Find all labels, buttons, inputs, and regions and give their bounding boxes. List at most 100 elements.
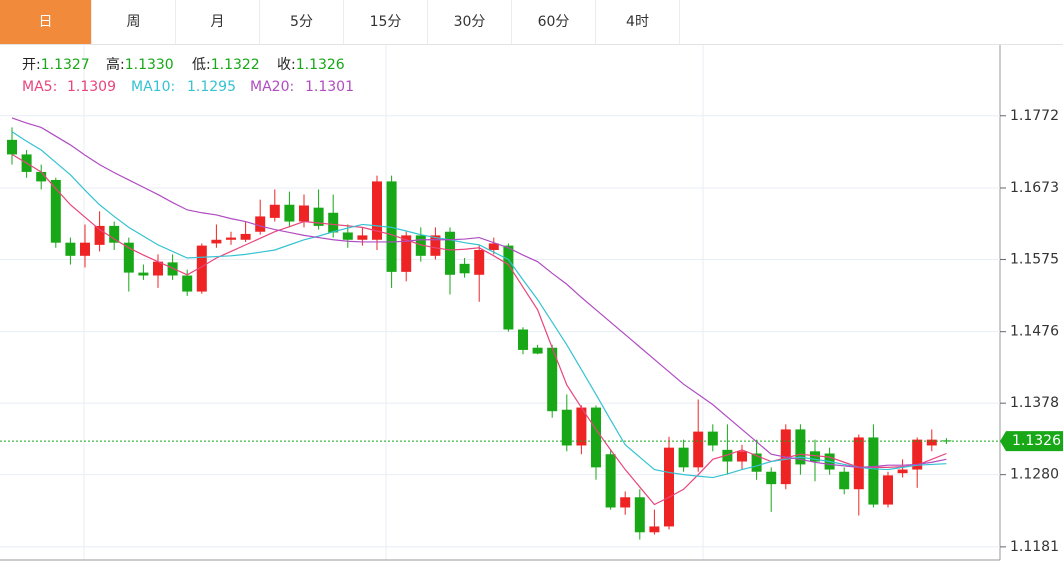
candle-body bbox=[795, 429, 806, 465]
ma-line bbox=[11, 153, 947, 506]
candle-body bbox=[664, 447, 674, 527]
candle-body bbox=[897, 469, 908, 474]
candle-body bbox=[737, 451, 747, 462]
y-tick-label: 1.1181 bbox=[1010, 539, 1059, 555]
candle-body bbox=[255, 216, 266, 232]
candle-body bbox=[284, 204, 295, 222]
candle-body bbox=[912, 439, 923, 470]
legend-value: 1.1309 bbox=[67, 79, 116, 95]
y-tick-label: 1.1476 bbox=[1010, 324, 1059, 340]
candle-body bbox=[634, 497, 645, 533]
candle-body bbox=[941, 440, 952, 442]
tab[interactable]: 30分 bbox=[428, 0, 512, 44]
candle-body bbox=[532, 347, 543, 354]
tab[interactable]: 日 bbox=[0, 0, 92, 44]
info-label: 收: bbox=[277, 57, 296, 73]
candle-body bbox=[386, 181, 397, 272]
candle-body bbox=[80, 242, 90, 256]
candle-body bbox=[693, 431, 704, 468]
candle-body bbox=[226, 237, 236, 240]
candle-body bbox=[372, 181, 382, 240]
info-value: 1.1322 bbox=[211, 57, 260, 73]
candle-body bbox=[138, 272, 149, 276]
candle-body bbox=[591, 407, 601, 468]
candle-body bbox=[430, 235, 441, 256]
candle-body bbox=[211, 239, 222, 244]
ohlc-info: 高:1.1330 bbox=[106, 56, 174, 73]
tab[interactable]: 60分 bbox=[512, 0, 596, 44]
info-label: 低: bbox=[192, 57, 211, 73]
tab[interactable]: 周 bbox=[92, 0, 176, 44]
y-tick-label: 1.1378 bbox=[1010, 395, 1059, 411]
candle-body bbox=[620, 497, 631, 508]
candle-body bbox=[518, 329, 528, 350]
candle-body bbox=[605, 454, 616, 508]
candle-body bbox=[123, 242, 134, 273]
candle-body bbox=[196, 245, 207, 292]
candle-body bbox=[299, 205, 309, 222]
tab[interactable]: 15分 bbox=[344, 0, 428, 44]
candle-body bbox=[561, 409, 572, 446]
y-tick-label: 1.1575 bbox=[1010, 251, 1059, 267]
y-tick-label: 1.1673 bbox=[1010, 180, 1059, 196]
legend-label: MA5: bbox=[22, 79, 57, 95]
info-value: 1.1327 bbox=[41, 57, 90, 73]
info-value: 1.1330 bbox=[125, 57, 174, 73]
candle-body bbox=[167, 262, 178, 276]
candle-body bbox=[488, 243, 499, 250]
candle-body bbox=[459, 263, 470, 274]
ma-line bbox=[11, 131, 947, 479]
candle-body bbox=[50, 179, 61, 243]
candle-body bbox=[342, 232, 353, 240]
candle-body bbox=[810, 451, 820, 462]
candle-body bbox=[722, 449, 733, 462]
candle-body bbox=[678, 447, 689, 468]
info-value: 1.1326 bbox=[296, 57, 345, 73]
legend-value: 1.1295 bbox=[187, 79, 236, 95]
candle-body bbox=[883, 475, 893, 505]
candle-body bbox=[182, 275, 193, 292]
info-label: 高: bbox=[106, 56, 125, 73]
y-tick-label: 1.1280 bbox=[1010, 467, 1059, 483]
ohlc-info: 收:1.1326 bbox=[277, 57, 345, 73]
candle-body bbox=[766, 471, 777, 485]
y-tick-label: 1.1772 bbox=[1010, 108, 1059, 124]
candle-body bbox=[547, 347, 558, 412]
last-price-label: 1.1326 bbox=[1012, 433, 1061, 449]
candle-body bbox=[357, 235, 368, 240]
candle-body bbox=[401, 235, 412, 272]
candle-body bbox=[576, 407, 587, 446]
candle-body bbox=[926, 439, 937, 446]
candle-body bbox=[36, 171, 47, 182]
candle-body bbox=[649, 526, 660, 533]
tab[interactable]: 4时 bbox=[596, 0, 680, 44]
candle-body bbox=[707, 431, 718, 446]
candle-body bbox=[328, 212, 339, 233]
last-price-tag bbox=[1000, 431, 1063, 452]
legend-value: 1.1301 bbox=[305, 79, 354, 95]
candle-body bbox=[853, 437, 864, 490]
tab[interactable]: 5分 bbox=[260, 0, 344, 44]
legend-label: MA20: bbox=[250, 79, 294, 95]
ohlc-info: 开:1.1327 bbox=[22, 57, 90, 73]
candle-body bbox=[751, 453, 762, 472]
candle-body bbox=[313, 207, 324, 226]
candle-body bbox=[445, 231, 455, 275]
ma-line bbox=[11, 117, 947, 468]
candle-body bbox=[7, 139, 17, 155]
ohlc-info: 低:1.1322 bbox=[192, 57, 260, 73]
candle-body bbox=[109, 225, 120, 243]
legend-label: MA10: bbox=[131, 79, 175, 95]
candle-body bbox=[65, 242, 76, 256]
candle-body bbox=[474, 249, 485, 275]
candle-body bbox=[153, 261, 163, 276]
candle-body bbox=[868, 437, 879, 505]
tab[interactable]: 月 bbox=[176, 0, 260, 44]
candle-body bbox=[240, 233, 251, 240]
candle-body bbox=[94, 225, 105, 245]
candle-body bbox=[503, 245, 514, 330]
info-label: 开: bbox=[22, 57, 41, 73]
tab-bar: 日周月 5分 15分 30分 60分 4时 bbox=[0, 0, 1063, 45]
